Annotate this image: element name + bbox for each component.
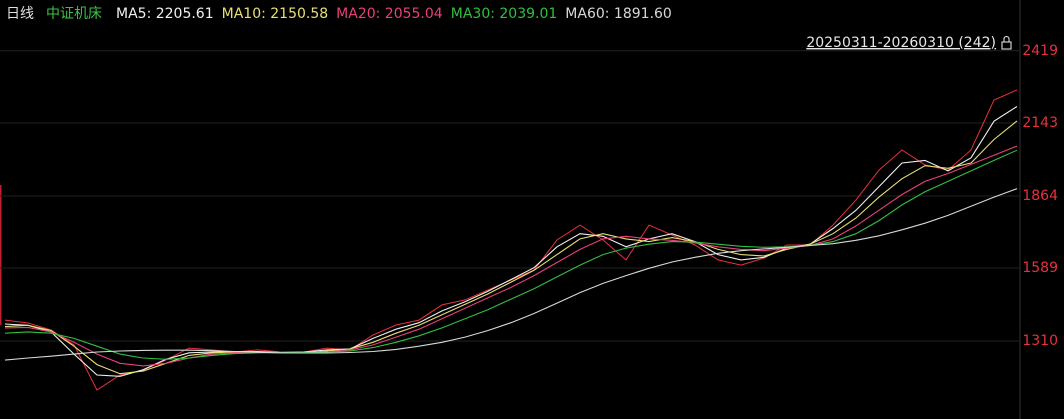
y-tick-label: 1310 [1022,333,1058,349]
y-tick-label: 1589 [1022,260,1058,276]
legend-entry: MA5: 2205.61 [116,6,214,22]
lock-icon[interactable] [1001,35,1012,50]
legend-entry: MA20: 2055.04 [336,6,443,22]
line-series [4,188,1018,361]
line-series [4,120,1018,375]
period-label: 日线 [6,6,34,22]
y-tick-label: 1864 [1022,188,1058,204]
line-series [4,149,1018,360]
legend-entry: MA60: 1891.60 [565,6,672,22]
chart-title: 中证机床 [46,6,102,22]
line-series [4,145,1018,367]
y-tick-label: 2143 [1022,115,1058,131]
legend-entry: MA10: 2150.58 [222,6,329,22]
legend-entry: MA30: 2039.01 [451,6,558,22]
range-label[interactable]: 20250311-20260310 (242) [806,35,996,51]
y-tick-label: 2419 [1022,43,1058,59]
line-series [4,106,1018,377]
